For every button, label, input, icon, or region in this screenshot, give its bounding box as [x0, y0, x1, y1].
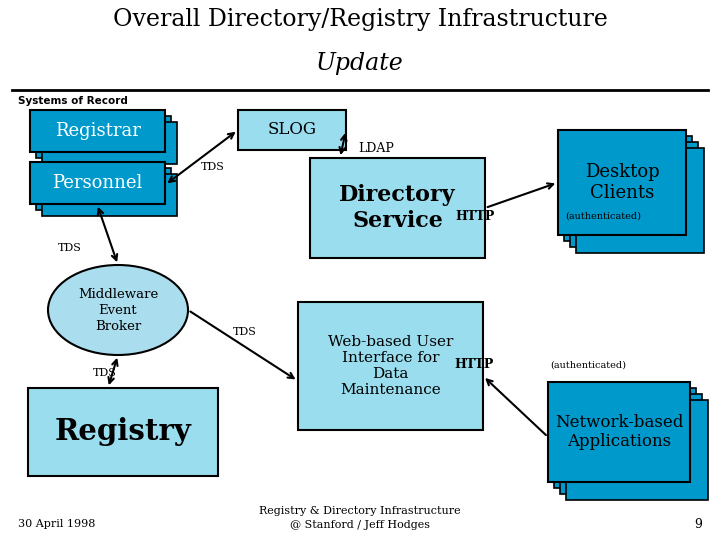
Text: TDS: TDS: [93, 368, 117, 378]
Text: Directory
Service: Directory Service: [339, 184, 456, 232]
Text: Registry & Directory Infrastructure
@ Stanford / Jeff Hodges: Registry & Directory Infrastructure @ St…: [259, 507, 461, 530]
Text: Registry: Registry: [55, 417, 192, 447]
Bar: [310, 158, 485, 258]
Text: SLOG: SLOG: [268, 122, 317, 138]
Text: 30 April 1998: 30 April 1998: [18, 519, 95, 529]
Bar: [42, 174, 177, 216]
Text: Network-based
Applications: Network-based Applications: [555, 414, 683, 450]
Text: TDS: TDS: [233, 327, 257, 337]
Text: TDS: TDS: [58, 243, 82, 253]
Text: Web-based User
Interface for
Data
Maintenance: Web-based User Interface for Data Mainte…: [328, 335, 453, 397]
Bar: [570, 142, 698, 247]
Text: Systems of Record: Systems of Record: [18, 96, 128, 106]
Text: Registrar: Registrar: [55, 122, 140, 140]
Text: HTTP: HTTP: [456, 210, 495, 222]
Bar: [298, 302, 483, 430]
Text: Update: Update: [316, 52, 404, 75]
Text: Desktop
Clients: Desktop Clients: [585, 163, 660, 202]
Bar: [238, 110, 346, 150]
Bar: [30, 110, 165, 152]
Bar: [576, 148, 704, 253]
Text: Overall Directory/Registry Infrastructure: Overall Directory/Registry Infrastructur…: [112, 8, 608, 31]
Bar: [36, 116, 171, 158]
Bar: [566, 400, 708, 500]
Bar: [36, 168, 171, 210]
Bar: [564, 136, 692, 241]
Bar: [28, 388, 218, 476]
Bar: [42, 122, 177, 164]
Text: 9: 9: [694, 517, 702, 530]
Bar: [558, 130, 686, 235]
Text: Personnel: Personnel: [53, 174, 143, 192]
Text: Middleware
Event
Broker: Middleware Event Broker: [78, 287, 158, 333]
Text: HTTP: HTTP: [454, 359, 494, 372]
Bar: [548, 382, 690, 482]
Bar: [560, 394, 702, 494]
Text: TDS: TDS: [201, 162, 225, 172]
Ellipse shape: [48, 265, 188, 355]
Bar: [30, 162, 165, 204]
Text: LDAP: LDAP: [358, 141, 394, 154]
Bar: [554, 388, 696, 488]
Text: (authenticated): (authenticated): [565, 212, 641, 220]
Text: (authenticated): (authenticated): [550, 361, 626, 369]
